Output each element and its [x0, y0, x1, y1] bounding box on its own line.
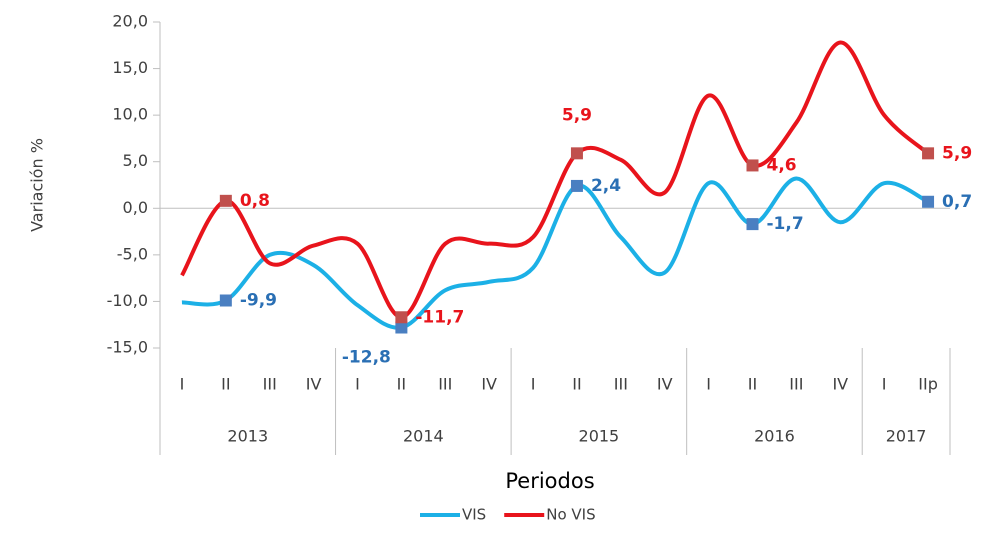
y-tick-label: -5,0	[117, 244, 148, 263]
data-label: 5,9	[562, 105, 592, 125]
group-label: 2017	[886, 427, 927, 446]
group-label: 2016	[754, 427, 795, 446]
y-tick-label: -15,0	[107, 338, 148, 357]
x-tick-label: III	[263, 375, 277, 394]
marker	[395, 321, 408, 334]
marker	[570, 147, 583, 160]
data-label: -12,8	[342, 348, 391, 368]
x-tick-label: IV	[657, 375, 673, 394]
data-label: 0,7	[942, 192, 972, 212]
y-tick-label: -10,0	[107, 291, 148, 310]
y-tick-label: 0,0	[123, 198, 148, 217]
x-tick-label: II	[748, 375, 757, 394]
x-tick-label: I	[180, 375, 185, 394]
marker	[570, 179, 583, 192]
marker	[219, 294, 232, 307]
y-tick-label: 5,0	[123, 151, 148, 170]
series-line	[180, 40, 930, 320]
marker	[219, 194, 232, 207]
data-label: -9,9	[240, 290, 277, 310]
data-label: 0,8	[240, 191, 270, 211]
data-label: -11,7	[415, 307, 464, 327]
x-tick-label: II	[221, 375, 230, 394]
marker	[746, 159, 759, 172]
marker	[395, 311, 408, 324]
x-tick-label: I	[355, 375, 360, 394]
x-tick-label: III	[614, 375, 628, 394]
x-tick-label: III	[789, 375, 803, 394]
y-tick-label: 20,0	[112, 12, 148, 31]
legend-label: No VIS	[546, 506, 595, 524]
data-label: 4,6	[767, 155, 797, 175]
x-tick-label: II	[397, 375, 406, 394]
x-tick-label: I	[706, 375, 711, 394]
group-label: 2014	[403, 427, 444, 446]
marker	[922, 147, 935, 160]
x-tick-label: III	[438, 375, 452, 394]
group-label: 2013	[227, 427, 268, 446]
x-axis-title: Periodos	[505, 469, 594, 493]
x-tick-label: II	[572, 375, 581, 394]
data-label: 5,9	[942, 143, 972, 163]
x-tick-label: IV	[832, 375, 848, 394]
marker	[746, 218, 759, 231]
x-tick-label: IIp	[918, 375, 938, 394]
x-tick-label: IV	[481, 375, 497, 394]
y-tick-label: 10,0	[112, 105, 148, 124]
x-tick-label: I	[531, 375, 536, 394]
series-line	[181, 176, 929, 330]
x-tick-label: I	[882, 375, 887, 394]
marker	[922, 195, 935, 208]
legend-label: VIS	[462, 506, 486, 524]
group-label: 2015	[579, 427, 620, 446]
data-label: -1,7	[767, 214, 804, 234]
y-axis-title: Variación %	[28, 138, 47, 232]
y-tick-label: 15,0	[112, 58, 148, 77]
data-label: 2,4	[591, 176, 621, 196]
x-tick-label: IV	[306, 375, 322, 394]
